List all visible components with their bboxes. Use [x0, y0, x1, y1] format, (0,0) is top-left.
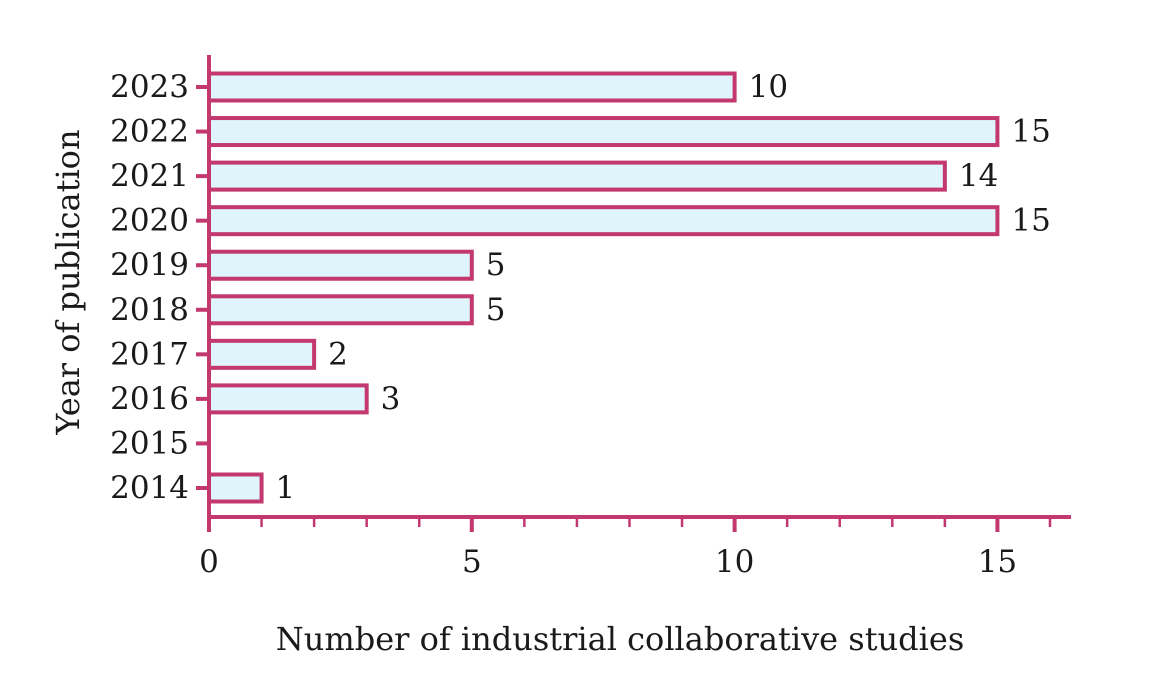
data-label-2014: 1 [276, 470, 296, 506]
data-label-2022: 15 [1011, 114, 1050, 150]
y-tick-label-2022: 2022 [110, 114, 189, 150]
data-label-2021: 14 [959, 158, 998, 194]
x-tick-label-5: 5 [462, 544, 482, 580]
y-axis-title: Year of publication [49, 129, 87, 435]
data-label-2023: 10 [749, 69, 788, 105]
bar-2022 [207, 116, 1000, 148]
y-tick-label-2023: 2023 [110, 69, 189, 105]
bar-2016 [207, 383, 369, 415]
x-axis-title: Number of industrial collaborative studi… [276, 620, 964, 658]
data-label-2018: 5 [486, 292, 506, 328]
bar-2014 [207, 472, 264, 504]
y-tick-label-2019: 2019 [110, 247, 189, 283]
labels-group: 2014201520162017201820192020202120222023… [110, 69, 1051, 580]
y-tick-label-2021: 2021 [110, 158, 189, 194]
bars-group [207, 71, 1000, 504]
data-label-2017: 2 [328, 336, 348, 372]
bar-2021 [207, 160, 947, 192]
x-tick-label-0: 0 [199, 544, 219, 580]
data-label-2016: 3 [381, 381, 401, 417]
axes-group [196, 55, 1071, 532]
data-label-2020: 15 [1011, 203, 1050, 239]
bar-2023 [207, 71, 737, 103]
y-tick-label-2018: 2018 [110, 292, 189, 328]
bar-2019 [207, 249, 474, 281]
bar-2018 [207, 294, 474, 326]
y-tick-label-2014: 2014 [110, 470, 189, 506]
y-tick-label-2015: 2015 [110, 425, 189, 461]
x-tick-label-10: 10 [715, 544, 754, 580]
y-tick-label-2016: 2016 [110, 381, 189, 417]
y-tick-label-2020: 2020 [110, 203, 189, 239]
x-tick-label-15: 15 [978, 544, 1017, 580]
bar-2020 [207, 205, 1000, 237]
bar-2017 [207, 338, 317, 370]
data-label-2019: 5 [486, 247, 506, 283]
y-tick-label-2017: 2017 [110, 336, 189, 372]
